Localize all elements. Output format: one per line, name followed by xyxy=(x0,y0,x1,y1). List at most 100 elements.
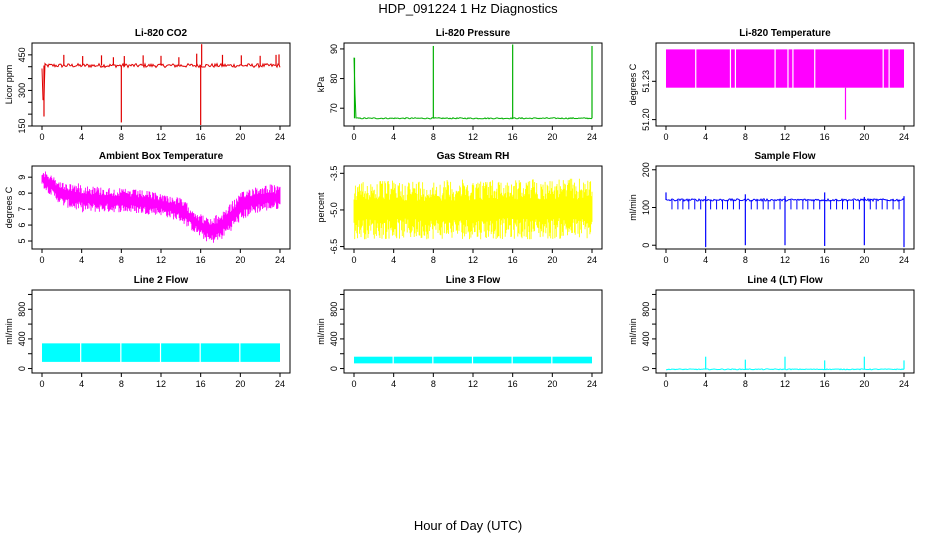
x-tick-label: 8 xyxy=(431,379,436,389)
y-axis-label: ml/min xyxy=(628,194,638,221)
y-tick-label: 51.23 xyxy=(641,70,651,93)
x-tick-label: 8 xyxy=(119,255,124,265)
x-tick-label: 16 xyxy=(196,255,206,265)
y-tick-label: 0 xyxy=(641,366,651,371)
panel-title: Line 2 Flow xyxy=(134,275,189,286)
y-axis-label: degrees C xyxy=(628,63,638,105)
y-axis-label: ml/min xyxy=(628,318,638,345)
x-tick-label: 4 xyxy=(391,255,396,265)
x-tick-label: 0 xyxy=(39,255,44,265)
x-tick-label: 12 xyxy=(468,379,478,389)
x-tick-label: 24 xyxy=(899,379,909,389)
x-tick-label: 20 xyxy=(235,132,245,142)
x-tick-label: 8 xyxy=(119,379,124,389)
x-tick-label: 12 xyxy=(780,255,790,265)
y-tick-label: 800 xyxy=(17,302,27,317)
y-axis-label: Licor ppm xyxy=(4,65,14,105)
y-tick-label: 9 xyxy=(17,175,27,180)
x-tick-label: 8 xyxy=(743,255,748,265)
series xyxy=(353,178,593,240)
x-tick-label: 20 xyxy=(235,379,245,389)
data-band xyxy=(666,49,904,88)
y-tick-label: 5 xyxy=(17,239,27,244)
x-tick-label: 0 xyxy=(351,132,356,142)
series xyxy=(665,192,905,248)
y-tick-label: 70 xyxy=(329,103,339,113)
x-tick-label: 20 xyxy=(859,132,869,142)
x-tick-label: 24 xyxy=(899,132,909,142)
panel-gas-stream-rh: Gas Stream RH 0 4 8 12 16 20 24 -6.5 -5.0 -3.5perc… xyxy=(316,151,603,265)
y-tick-label: 400 xyxy=(329,331,339,346)
panel-title: Li-820 CO2 xyxy=(135,28,188,39)
y-tick-label: 7 xyxy=(17,207,27,212)
series xyxy=(42,342,280,363)
x-tick-label: 0 xyxy=(663,379,668,389)
y-tick-label: 80 xyxy=(329,74,339,84)
x-tick-label: 20 xyxy=(547,379,557,389)
x-tick-label: 16 xyxy=(820,379,830,389)
y-tick-label: 90 xyxy=(329,44,339,54)
x-tick-label: 0 xyxy=(39,379,44,389)
series xyxy=(41,171,281,243)
x-tick-label: 0 xyxy=(663,132,668,142)
x-tick-label: 24 xyxy=(275,132,285,142)
x-tick-label: 20 xyxy=(547,132,557,142)
x-tick-label: 12 xyxy=(468,132,478,142)
x-tick-label: 8 xyxy=(119,132,124,142)
panel-ambient-box-temperature: Ambient Box Temperature 0 4 8 12 16 20 24 5 6 7 8 9 d… xyxy=(4,151,291,265)
panel-title: Li-820 Pressure xyxy=(436,28,511,39)
y-tick-label: 300 xyxy=(17,83,27,98)
x-tick-label: 4 xyxy=(79,255,84,265)
data-trace xyxy=(353,57,593,120)
x-tick-label: 4 xyxy=(703,255,708,265)
x-tick-label: 4 xyxy=(391,379,396,389)
x-tick-label: 24 xyxy=(587,379,597,389)
x-tick-label: 16 xyxy=(196,132,206,142)
y-tick-label: 150 xyxy=(17,118,27,133)
series xyxy=(354,355,592,365)
x-tick-label: 20 xyxy=(859,255,869,265)
x-tick-label: 16 xyxy=(196,379,206,389)
panel-title: Ambient Box Temperature xyxy=(99,151,224,162)
panel-sample-flow: Sample Flow 0 4 8 12 16 20 24 0 100 200 ml/min xyxy=(628,151,915,265)
x-tick-label: 0 xyxy=(351,255,356,265)
y-tick-label: 800 xyxy=(641,302,651,317)
x-tick-label: 20 xyxy=(859,379,869,389)
series xyxy=(353,44,593,120)
panel-title: Line 3 Flow xyxy=(446,275,501,286)
x-tick-label: 24 xyxy=(899,255,909,265)
y-tick-label: -3.5 xyxy=(329,166,339,182)
x-tick-label: 16 xyxy=(508,379,518,389)
x-tick-label: 4 xyxy=(391,132,396,142)
panel-li-820-temperature: Li-820 Temperature 0 4 8 12 16 20 24 51.20 51.23d… xyxy=(628,28,915,142)
series xyxy=(666,356,905,371)
panel-title: Line 4 (LT) Flow xyxy=(747,275,823,286)
y-tick-label: 0 xyxy=(17,366,27,371)
x-tick-label: 12 xyxy=(156,132,166,142)
figure-title: HDP_091224 1 Hz Diagnostics xyxy=(378,1,558,16)
x-tick-label: 8 xyxy=(431,132,436,142)
x-tick-label: 8 xyxy=(431,255,436,265)
y-tick-label: -6.5 xyxy=(329,239,339,255)
x-tick-label: 16 xyxy=(820,132,830,142)
panel-title: Sample Flow xyxy=(754,151,815,162)
x-tick-label: 8 xyxy=(743,132,748,142)
y-axis-label: percent xyxy=(316,192,326,223)
data-trace xyxy=(41,171,281,243)
y-axis-label: ml/min xyxy=(4,318,14,345)
x-tick-label: 4 xyxy=(79,132,84,142)
x-tick-label: 8 xyxy=(743,379,748,389)
y-tick-label: 8 xyxy=(17,191,27,196)
x-tick-label: 24 xyxy=(587,132,597,142)
plot-frame xyxy=(343,42,603,127)
x-tick-label: 16 xyxy=(508,132,518,142)
panel-title: Li-820 Temperature xyxy=(739,28,831,39)
series xyxy=(666,48,904,120)
x-tick-label: 12 xyxy=(780,132,790,142)
y-axis-label: ml/min xyxy=(316,318,326,345)
